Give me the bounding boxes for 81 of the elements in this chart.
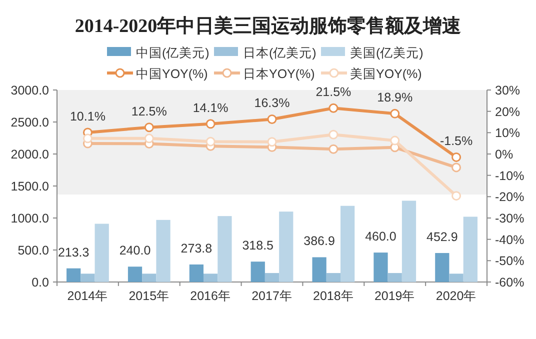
y2-tick-label: -50% [495, 254, 524, 268]
point [452, 162, 462, 172]
y-tick-label: 1000.0 [10, 212, 50, 226]
data-label: 21.5% [316, 85, 352, 100]
bar [340, 206, 355, 282]
y2-tick-label: 30% [495, 84, 520, 98]
bar [463, 216, 478, 282]
legend-label: 日本(亿美元) [243, 45, 316, 60]
bar [80, 274, 95, 282]
point [390, 136, 400, 146]
y-tick-label: 2000.0 [10, 148, 50, 162]
bar [204, 274, 218, 282]
bar [435, 253, 450, 282]
point [452, 191, 462, 201]
chart-title: 2014-2020年中日美三国运动服饰零售额及增速 [74, 15, 462, 37]
legend-label: 美国(亿美元) [350, 45, 424, 60]
x-tick-label: 2014年 [67, 289, 108, 303]
point [328, 144, 338, 154]
data-label: 213.3 [58, 245, 90, 260]
legend-label: 中国(亿美元) [136, 45, 210, 60]
y2-tick-label: -10% [495, 168, 524, 183]
x-tick-label: 2018年 [313, 289, 354, 303]
y-tick-label: 2500.0 [10, 116, 50, 130]
point [452, 152, 462, 162]
bar [128, 266, 142, 282]
y-tick-label: 500.0 [18, 244, 50, 258]
data-label: -1.5% [440, 134, 473, 148]
point [82, 134, 92, 144]
bar [250, 262, 265, 282]
y2-tick-label: 0% [495, 148, 514, 162]
data-label: 10.1% [70, 109, 106, 124]
data-label: 452.9 [426, 230, 458, 244]
x-tick-label: 2020年 [436, 289, 477, 303]
data-label: 273.8 [180, 241, 212, 256]
bar [189, 264, 204, 282]
bar [402, 200, 416, 282]
bar [66, 268, 81, 282]
y2-tick-label: -60% [495, 276, 524, 290]
point [144, 122, 154, 132]
bar [326, 273, 340, 282]
point [390, 108, 400, 118]
y2-tick-label: -40% [495, 232, 524, 247]
bar [388, 273, 402, 282]
bar [142, 274, 156, 282]
x-tick-label: 2015年 [128, 289, 170, 303]
point [206, 136, 216, 146]
data-label: 14.1% [192, 100, 228, 115]
bar [264, 273, 280, 282]
y-tick-label: 1500.0 [10, 180, 50, 194]
bar [94, 224, 109, 282]
point [267, 137, 277, 147]
x-tick-label: 2019年 [374, 289, 416, 303]
data-label: 318.5 [242, 238, 274, 253]
data-label: 12.5% [131, 104, 167, 118]
point [328, 130, 338, 140]
point [328, 103, 338, 113]
point [206, 119, 216, 129]
bar [449, 274, 464, 282]
data-label: 386.9 [304, 234, 335, 248]
y2-tick-label: -30% [495, 212, 524, 226]
data-label: 460.0 [365, 230, 396, 244]
bar [156, 220, 170, 282]
y2-tick-label: 10% [495, 126, 520, 140]
point [267, 114, 277, 124]
bar [279, 212, 294, 282]
legend-label: 中国YOY(%) [136, 67, 208, 81]
point [144, 134, 154, 144]
bar [374, 252, 388, 282]
data-label: 16.3% [254, 96, 290, 110]
legend-label: 日本YOY(%) [243, 67, 315, 81]
data-label: 240.0 [119, 244, 151, 258]
data-label: 18.9% [377, 90, 413, 105]
bar [312, 257, 326, 282]
legend-label: 美国YOY(%) [350, 66, 422, 81]
x-tick-label: 2016年 [190, 289, 231, 303]
y-tick-label: 0.0 [32, 276, 50, 290]
x-tick-label: 2017年 [252, 289, 292, 303]
bar [218, 216, 232, 282]
y2-tick-label: 20% [495, 104, 520, 119]
y-tick-label: 3000.0 [10, 84, 50, 98]
y2-tick-label: -20% [495, 190, 524, 204]
